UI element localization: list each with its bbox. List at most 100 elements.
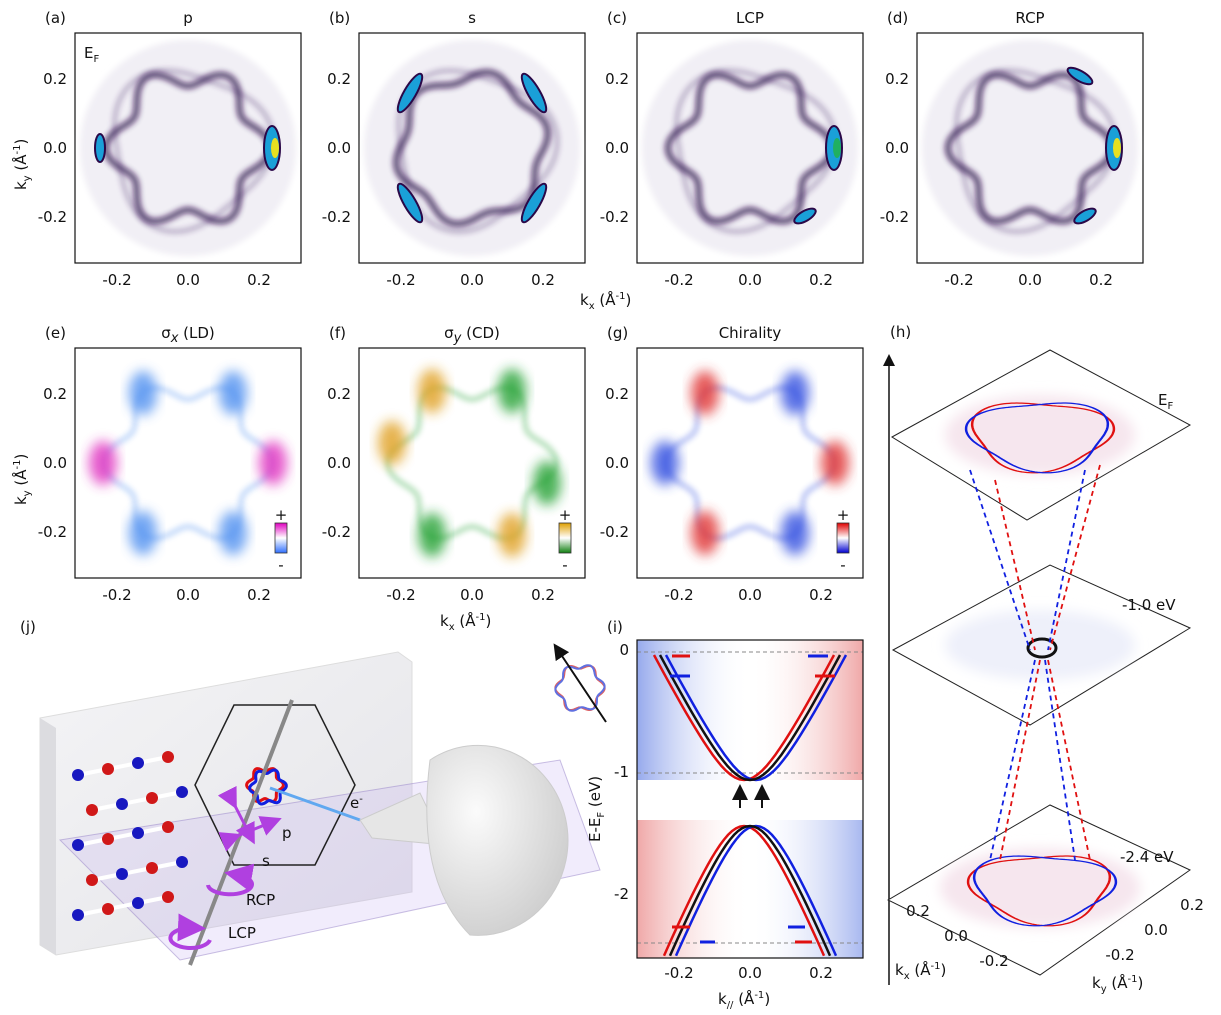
y-tick-label: -0.2 [322, 208, 351, 226]
x-axis-label-part: k [440, 612, 449, 630]
kx-axis-label-part: k [895, 961, 904, 979]
x-tick-label: 0.2 [1089, 271, 1113, 289]
kx-tick-label: 0.0 [944, 927, 968, 945]
ky-axis-label-part: k [1092, 974, 1101, 992]
dichroism-lobe [418, 369, 446, 413]
ky-axis-label-part: ) [1137, 974, 1143, 992]
atom [176, 786, 188, 798]
y-tick-label: -0.2 [600, 523, 629, 541]
panel-title: RCP [1015, 9, 1044, 27]
y-axis-label-part: (Å [11, 154, 30, 176]
atom [132, 757, 144, 769]
x-axis-label-part: k [580, 291, 589, 309]
plane-shade [945, 395, 1135, 475]
level-label: -2.4 eV [1120, 848, 1174, 866]
y-tick-label: -1 [614, 763, 629, 781]
plane-shade [945, 610, 1135, 680]
y-tick-label: 0.2 [43, 385, 67, 403]
label-electron-part: - [359, 794, 363, 805]
y-tick-label: 0 [619, 641, 629, 659]
dichroism-lobe [498, 513, 526, 557]
dichroism-lobe [418, 513, 446, 557]
heatmap [89, 371, 287, 555]
dichroism-lobe [533, 461, 561, 505]
kx-axis-label: kx (Å-1) [895, 960, 946, 982]
kx-tick-label: -0.2 [979, 952, 1008, 970]
x-tick-label: 0.2 [809, 964, 833, 982]
y-tick-label: 0.2 [327, 385, 351, 403]
colorbar-plus: + [837, 506, 850, 524]
panel-title: Chirality [719, 324, 782, 342]
y-tick-label: -0.2 [880, 208, 909, 226]
sample-side [40, 718, 56, 955]
dichroism-lobe [651, 441, 679, 485]
y-tick-label: 0.0 [327, 139, 351, 157]
y-tick-label: 0.2 [885, 70, 909, 88]
heatmap [651, 371, 849, 555]
x-axis-label-part: ) [485, 612, 491, 630]
atom [86, 804, 98, 816]
atom [116, 798, 128, 810]
y-axis-label-part: E-E [586, 818, 604, 842]
intensity-peak [1113, 138, 1121, 158]
y-axis-label-part: ) [12, 454, 30, 460]
ky-axis-label-part: -1 [1128, 974, 1138, 985]
x-tick-label: 0.0 [176, 271, 200, 289]
atom [102, 903, 114, 915]
y-axis-label-part: ) [12, 139, 30, 145]
kx-axis-label-part: -1 [931, 961, 941, 972]
label-lcp: LCP [228, 924, 256, 942]
kx-tick-label: 0.2 [906, 902, 930, 920]
x-tick-label: -0.2 [664, 964, 693, 982]
ky-tick-label: 0.0 [1144, 921, 1168, 939]
y-tick-label: 0.2 [43, 70, 67, 88]
x-tick-label: -0.2 [944, 271, 973, 289]
y-axis-label-part: (eV) [586, 776, 604, 812]
x-tick-label: -0.2 [102, 586, 131, 604]
heatmap [922, 40, 1138, 256]
dichroism-lobe [378, 421, 406, 465]
fermi-level-label-part: E [84, 44, 93, 62]
label-rcp: RCP [246, 891, 275, 909]
fermi-contour [388, 388, 557, 539]
colorbar-minus: - [278, 556, 283, 574]
y-tick-label: 0.0 [43, 139, 67, 157]
x-tick-label: 0.0 [460, 271, 484, 289]
atom [176, 856, 188, 868]
x-tick-label: 0.2 [809, 586, 833, 604]
intensity-lobe [95, 134, 105, 162]
ky-tick-label: 0.2 [1180, 896, 1204, 914]
y-tick-label: 0.0 [43, 454, 67, 472]
colorbar-minus: - [562, 556, 567, 574]
bg-lower [637, 820, 863, 958]
x-tick-label: 0.0 [738, 964, 762, 982]
bg-upper [637, 640, 863, 780]
y-axis-label: ky (Å-1) [11, 139, 33, 190]
panel-title: p [183, 9, 193, 27]
fermi-contour [666, 388, 835, 539]
intensity-peak [271, 138, 279, 158]
x-tick-label: -0.2 [664, 271, 693, 289]
y-tick-label: 0.0 [327, 454, 351, 472]
atom [116, 868, 128, 880]
y-tick-label: -0.2 [38, 523, 67, 541]
panel-letter: (d) [887, 9, 908, 27]
inset-cut [558, 650, 606, 722]
dichroism-lobe [259, 441, 287, 485]
x-tick-label: 0.2 [531, 271, 555, 289]
x-tick-label: 0.0 [738, 271, 762, 289]
x-axis-label-part: -1 [476, 612, 486, 623]
dichroism-lobe [89, 441, 117, 485]
label-s: s [262, 852, 270, 870]
x-axis-label: kx (Å-1) [580, 290, 631, 312]
y-tick-label: 0.0 [605, 139, 629, 157]
heatmap [642, 40, 858, 256]
panel-letter: (j) [20, 618, 36, 636]
fermi-contour [104, 388, 273, 539]
dichroism-lobe [129, 371, 157, 415]
x-tick-label: -0.2 [386, 271, 415, 289]
x-tick-label: 0.0 [460, 586, 484, 604]
dichroism-lobe [781, 511, 809, 555]
dichroism-lobe [691, 511, 719, 555]
x-tick-label: -0.2 [102, 271, 131, 289]
